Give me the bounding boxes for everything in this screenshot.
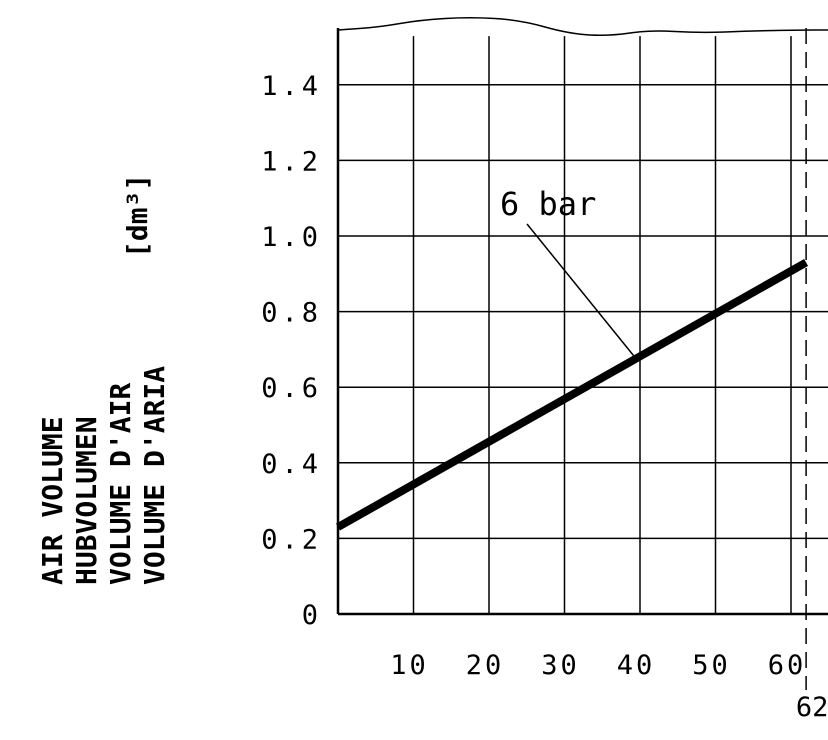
ylabel-volume-dair: VOLUME D'AIR	[104, 383, 137, 585]
series-group	[336, 258, 809, 531]
x-tick-label-50: 50	[692, 650, 731, 681]
chart-top-edge	[337, 17, 828, 36]
y-tick-label-5: 1.0	[261, 222, 322, 253]
x-tick-labels: 10 20 30 40 50 60	[390, 650, 807, 681]
ylabel-volume-daria: VOLUME D'ARIA	[138, 366, 171, 585]
y-tick-labels: 0 0.2 0.4 0.6 0.8 1.0 1.2 1.4	[261, 71, 322, 631]
y-tick-label-6: 1.2	[261, 146, 322, 177]
y-tick-label-4: 0.8	[261, 298, 322, 329]
ylabel-air-volume: AIR VOLUME	[36, 416, 69, 585]
x-tick-label-60: 60	[768, 650, 807, 681]
annotation-leader-line	[526, 223, 637, 360]
y-tick-label-3: 0.6	[261, 373, 322, 404]
y-tick-label-2: 0.4	[261, 449, 322, 480]
series-line-0	[336, 258, 809, 531]
x-tick-label-30: 30	[541, 650, 580, 681]
y-tick-label-0: 0	[302, 600, 322, 631]
y-tick-label-1: 0.2	[261, 524, 322, 555]
grid	[338, 36, 828, 614]
y-axis-label: AIR VOLUME HUBVOLUMEN VOLUME D'AIR VOLUM…	[36, 366, 171, 585]
ylabel-hubvolumen: HUBVOLUMEN	[70, 416, 103, 585]
series-annotation-6-bar: 6 bar	[500, 185, 596, 223]
x-tick-label-20: 20	[466, 650, 505, 681]
x-tick-label-10: 10	[390, 650, 429, 681]
reference-line-label: 62	[796, 692, 828, 723]
unit-label: [dm³]	[121, 174, 154, 258]
y-tick-label-7: 1.4	[261, 71, 322, 102]
x-tick-label-40: 40	[617, 650, 656, 681]
